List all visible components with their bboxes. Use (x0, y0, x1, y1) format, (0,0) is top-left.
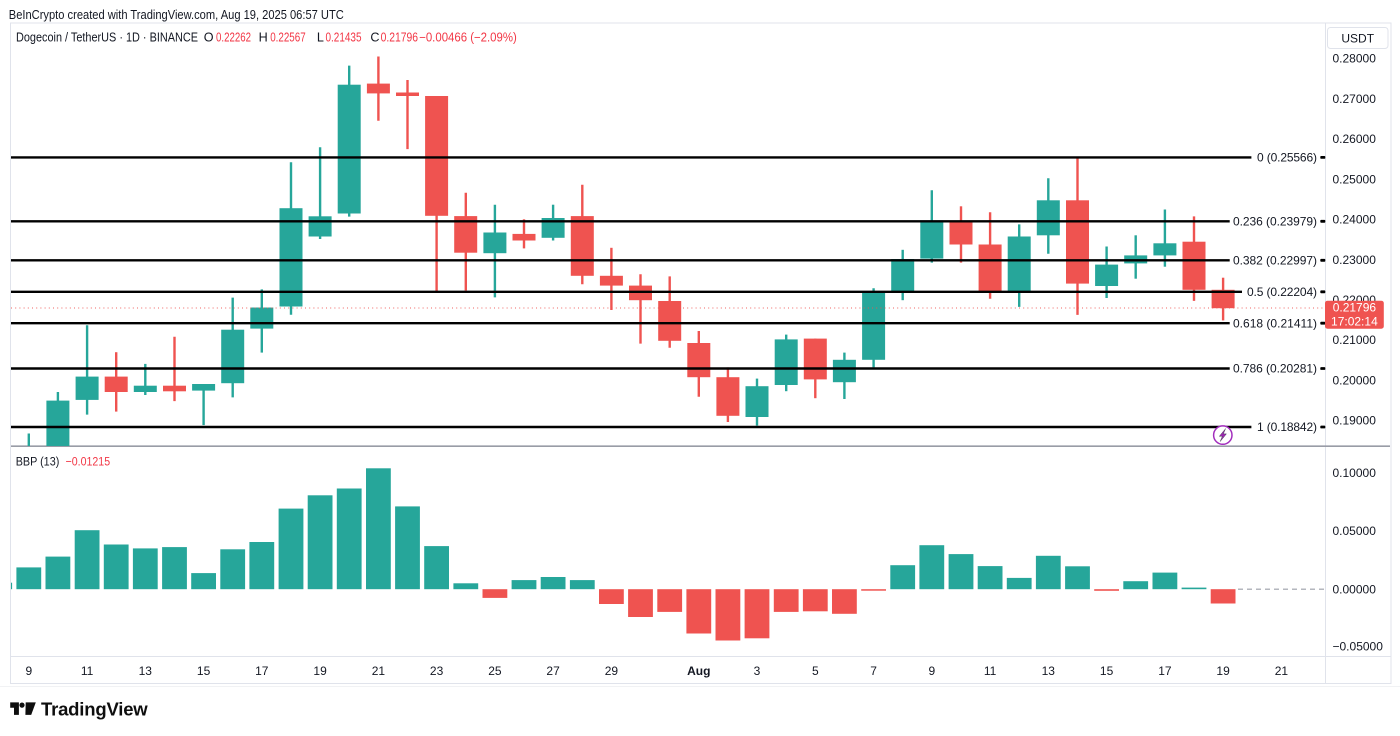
svg-text:15: 15 (197, 664, 211, 678)
svg-text:9: 9 (25, 664, 32, 678)
svg-text:USDT: USDT (1341, 31, 1374, 45)
svg-text:0.21796: 0.21796 (1333, 301, 1377, 315)
svg-text:Aug: Aug (687, 664, 710, 678)
svg-text:0.618 (0.21411): 0.618 (0.21411) (1233, 316, 1317, 330)
svg-text:−0.05000: −0.05000 (1333, 640, 1384, 654)
svg-text:0.21435: 0.21435 (326, 31, 362, 45)
svg-text:0.22262: 0.22262 (216, 31, 251, 45)
svg-text:H: H (259, 31, 268, 45)
svg-text:0.05000: 0.05000 (1333, 524, 1377, 538)
svg-text:−0.01215: −0.01215 (66, 455, 111, 469)
svg-text:25: 25 (488, 664, 502, 678)
svg-text:0.26000: 0.26000 (1333, 132, 1377, 146)
svg-text:27: 27 (546, 664, 560, 678)
svg-text:29: 29 (605, 664, 619, 678)
svg-text:1 (0.18842): 1 (0.18842) (1257, 420, 1317, 434)
svg-text:0.25000: 0.25000 (1333, 172, 1377, 186)
svg-text:19: 19 (313, 664, 327, 678)
svg-text:0.10000: 0.10000 (1333, 466, 1377, 480)
svg-text:0.27000: 0.27000 (1333, 92, 1377, 106)
svg-text:7: 7 (870, 664, 877, 678)
svg-text:0.236 (0.23979): 0.236 (0.23979) (1233, 215, 1317, 229)
svg-text:21: 21 (1275, 664, 1289, 678)
svg-text:0.382 (0.22997): 0.382 (0.22997) (1233, 254, 1317, 268)
svg-text:5: 5 (812, 664, 819, 678)
svg-text:11: 11 (81, 664, 94, 678)
svg-text:13: 13 (139, 664, 153, 678)
svg-text:17: 17 (1158, 664, 1172, 678)
svg-text:0.24000: 0.24000 (1333, 213, 1377, 227)
svg-text:0.21796: 0.21796 (381, 31, 418, 45)
svg-text:0.23000: 0.23000 (1333, 253, 1377, 267)
svg-text:11: 11 (984, 664, 997, 678)
svg-text:0.20000: 0.20000 (1333, 373, 1377, 387)
svg-text:17:02:14: 17:02:14 (1331, 315, 1378, 329)
svg-text:23: 23 (430, 664, 444, 678)
svg-text:−0.00466 (−2.09%): −0.00466 (−2.09%) (419, 31, 517, 45)
svg-text:9: 9 (928, 664, 935, 678)
svg-text:0.786 (0.20281): 0.786 (0.20281) (1233, 362, 1317, 376)
svg-text:BBP (13): BBP (13) (16, 455, 60, 469)
svg-text:TradingView: TradingView (41, 698, 148, 719)
svg-text:0.22567: 0.22567 (270, 31, 306, 45)
svg-text:L: L (317, 31, 324, 45)
svg-text:0.28000: 0.28000 (1333, 52, 1377, 66)
svg-text:13: 13 (1042, 664, 1056, 678)
svg-text:19: 19 (1216, 664, 1230, 678)
svg-text:15: 15 (1100, 664, 1114, 678)
svg-text:3: 3 (754, 664, 761, 678)
svg-text:0.19000: 0.19000 (1333, 414, 1377, 428)
svg-text:0.21000: 0.21000 (1333, 333, 1377, 347)
svg-text:0.5 (0.22204): 0.5 (0.22204) (1247, 285, 1317, 299)
svg-text:C: C (370, 31, 379, 45)
svg-text:O: O (204, 31, 214, 45)
svg-text:0.00000: 0.00000 (1333, 582, 1377, 596)
svg-text:0 (0.25566): 0 (0.25566) (1257, 151, 1317, 165)
svg-text:BeInCrypto created with Tradin: BeInCrypto created with TradingView.com,… (9, 7, 344, 22)
svg-text:21: 21 (372, 664, 386, 678)
svg-text:Dogecoin / TetherUS · 1D · BIN: Dogecoin / TetherUS · 1D · BINANCE (16, 31, 198, 45)
svg-text:17: 17 (255, 664, 269, 678)
